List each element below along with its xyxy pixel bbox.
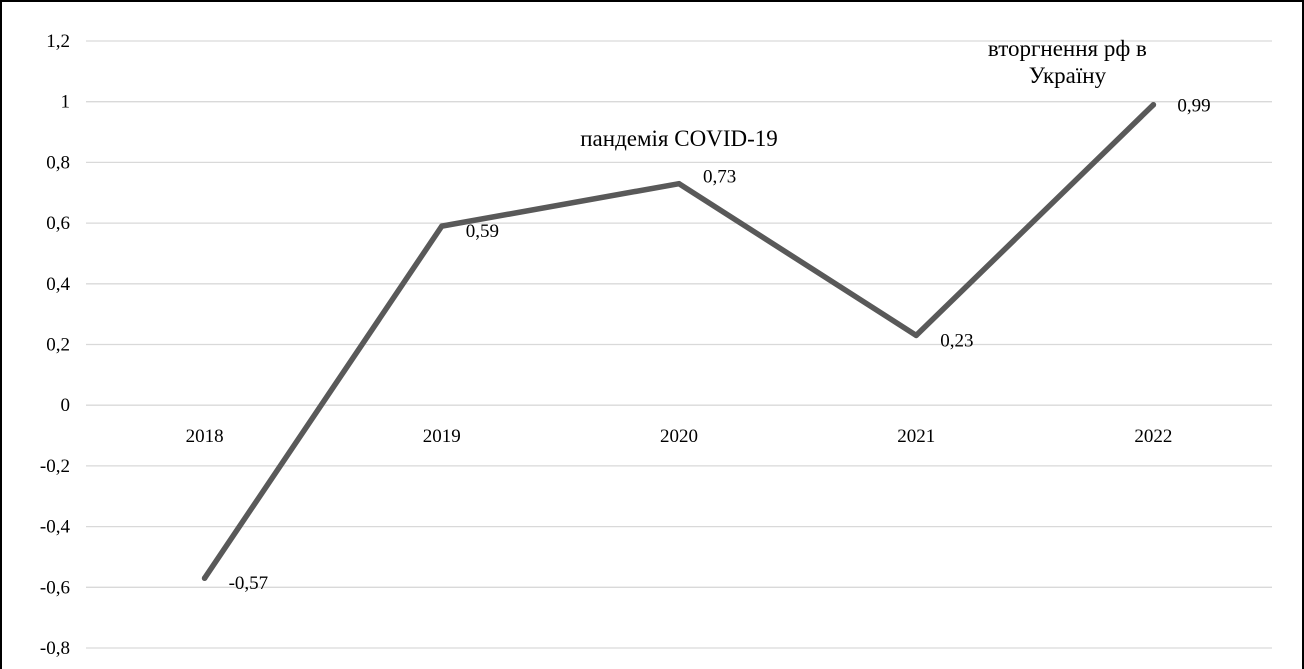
x-tick-label: 2022: [1134, 426, 1172, 447]
data-labels: -0,57 0,59 0,73 0,23 0,99: [229, 96, 1211, 594]
annotation-2020: пандемія COVID-19: [580, 126, 778, 151]
data-label: 0,99: [1177, 96, 1210, 117]
y-tick-label: 1,2: [46, 31, 70, 52]
y-tick-label: -0,6: [40, 577, 70, 598]
y-tick-label: -0,8: [40, 638, 70, 659]
x-tick-label: 2019: [423, 426, 461, 447]
annotation-line: Україну: [1029, 63, 1107, 88]
x-axis-tick-labels: 2018 2019 2020 2021 2022: [186, 426, 1173, 447]
data-label: 0,73: [703, 167, 736, 188]
series-line: [201, 101, 1157, 581]
y-tick-label: 0: [61, 395, 71, 416]
data-point: [913, 332, 919, 339]
y-tick-label: 0,8: [46, 152, 70, 173]
data-point: [676, 180, 682, 187]
data-point: [201, 575, 208, 581]
series-line-group: [201, 101, 1157, 581]
y-tick-label: -0,2: [40, 456, 70, 477]
annotation-line: вторгнення рф в: [988, 36, 1147, 61]
annotation-2022: вторгнення рф в Україну: [988, 36, 1147, 88]
data-label: -0,57: [229, 573, 269, 594]
gridlines: [86, 40, 1272, 649]
data-label: 0,23: [940, 330, 973, 351]
data-point: [1150, 102, 1157, 108]
y-tick-label: 0,4: [46, 274, 70, 295]
annotation-line: пандемія COVID-19: [580, 126, 778, 151]
annotations: пандемія COVID-19 вторгнення рф в Україну: [580, 36, 1147, 151]
y-axis-tick-labels: 1,2 1 0,8 0,6 0,4 0,2 0 -0,2 -0,4 -0,6 -0,8: [40, 31, 71, 659]
x-tick-label: 2018: [186, 426, 224, 447]
data-point: [439, 223, 445, 229]
y-tick-label: 0,2: [46, 335, 70, 356]
x-tick-label: 2020: [660, 426, 698, 447]
y-tick-label: 0,6: [46, 213, 70, 234]
x-tick-label: 2021: [897, 426, 935, 447]
y-tick-label: 1: [61, 92, 71, 113]
data-label: 0,59: [466, 221, 499, 242]
y-tick-label: -0,4: [40, 517, 71, 538]
